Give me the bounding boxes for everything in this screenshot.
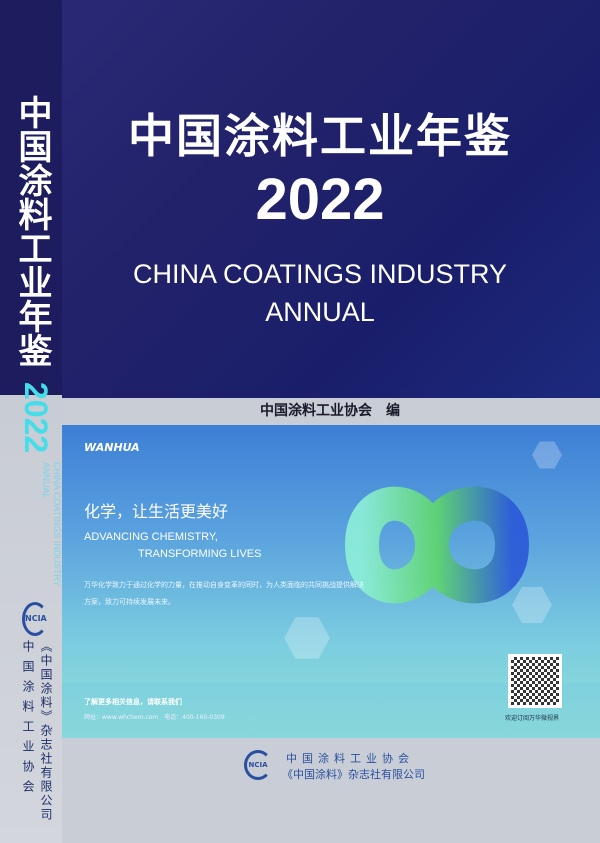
wanhua-advertisement: WANHUA 化学，让生活更美好 ADVANCING CHEMISTRY, TRA…: [62, 425, 600, 738]
ad-slogan: 化学，让生活更美好: [84, 502, 229, 521]
ad-body-text: 万华化学致力于通过化学的力量，在推动自身变革的同时，为人类面临的共同挑战提供解决…: [84, 581, 364, 606]
cover-title-en: CHINA COATINGS INDUSTRY ANNUAL: [80, 255, 560, 331]
qr-caption: 欢迎订阅万华微视界: [505, 715, 560, 722]
ad-en-line2: TRANSFORMING LIVES: [138, 548, 262, 560]
editor-line: 中国涂料工业协会 编: [260, 403, 400, 419]
shield-hexagon-icon: [512, 587, 552, 623]
cover-title-cn: 中国涂料工业年鉴: [128, 109, 512, 163]
publisher-line1: 中国涂料工业协会: [286, 752, 414, 765]
ad-en-line1: ADVANCING CHEMISTRY,: [84, 531, 218, 543]
publisher-line2: 《中国涂料》杂志社有限公司: [282, 768, 425, 781]
spine-publisher-2: 中国涂料工业协会: [21, 640, 35, 800]
wanhua-logo: WANHUA: [84, 441, 140, 454]
title-en-line2: ANNUAL: [265, 297, 375, 327]
spine-english-title: CHINA COATINGS INDUSTRY ANNUAL: [40, 462, 62, 587]
ncia-logo-icon: NCIA: [244, 750, 272, 780]
ad-contact: 了解更多相关信息，请联系我们: [84, 698, 182, 706]
title-en-line1: CHINA COATINGS INDUSTRY: [132, 259, 508, 289]
ad-english-slogan: ADVANCING CHEMISTRY, TRANSFORMING LIVES: [84, 529, 261, 563]
spine-year: 2022: [18, 382, 54, 454]
spine-title: 中国涂料工业年鉴: [12, 95, 52, 367]
ncia-logo-icon: NCIA: [22, 602, 48, 636]
spine-publisher-1: 《中国涂料》杂志社有限公司: [39, 640, 53, 822]
hexagon-icon: [532, 441, 562, 469]
spine-en-line2: ANNUAL: [41, 462, 51, 499]
spine-en-line1: CHINA COATINGS INDUSTRY: [52, 462, 62, 587]
cover-top-panel: [0, 0, 600, 398]
infinity-graphic-icon: [344, 486, 530, 604]
ad-contact-detail: 网址：www.whchem.com 电话：400-160-0309: [84, 714, 225, 721]
cover-year: 2022: [255, 167, 385, 232]
qr-code[interactable]: [508, 654, 562, 708]
book-spine: 中国涂料工业年鉴 2022 CHINA COATINGS INDUSTRY ANN…: [0, 0, 62, 843]
